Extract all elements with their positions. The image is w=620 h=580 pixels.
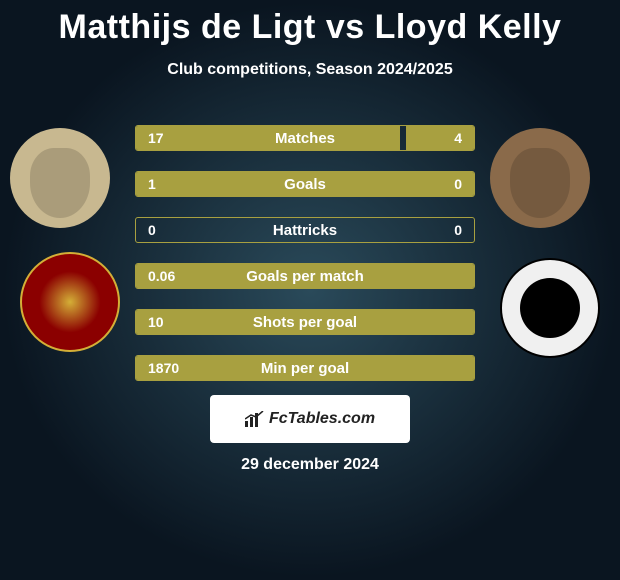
stat-value-right: 4 <box>454 130 462 146</box>
club-badge-right <box>500 258 600 358</box>
stat-label: Hattricks <box>136 222 474 239</box>
stat-label: Goals <box>136 176 474 193</box>
stat-row: 17 Matches 4 <box>135 125 475 151</box>
page-title: Matthijs de Ligt vs Lloyd Kelly <box>0 0 620 47</box>
stat-label: Min per goal <box>136 360 474 377</box>
stat-row: 10 Shots per goal <box>135 309 475 335</box>
stat-label: Matches <box>136 130 474 147</box>
stat-value-right: 0 <box>454 222 462 238</box>
player-avatar-left <box>10 128 110 228</box>
date-text: 29 december 2024 <box>0 456 620 474</box>
stat-row: 0 Hattricks 0 <box>135 217 475 243</box>
chart-icon <box>245 411 265 427</box>
stat-label: Shots per goal <box>136 314 474 331</box>
source-text: FcTables.com <box>269 410 375 428</box>
stat-row: 1870 Min per goal <box>135 355 475 381</box>
page-subtitle: Club competitions, Season 2024/2025 <box>0 61 620 79</box>
stats-bars: 17 Matches 4 1 Goals 0 0 Hattricks 0 0.0… <box>135 125 475 401</box>
stat-row: 1 Goals 0 <box>135 171 475 197</box>
player-avatar-right <box>490 128 590 228</box>
stat-value-right: 0 <box>454 176 462 192</box>
source-badge: FcTables.com <box>210 395 410 443</box>
stat-label: Goals per match <box>136 268 474 285</box>
club-badge-left <box>20 252 120 352</box>
stat-row: 0.06 Goals per match <box>135 263 475 289</box>
